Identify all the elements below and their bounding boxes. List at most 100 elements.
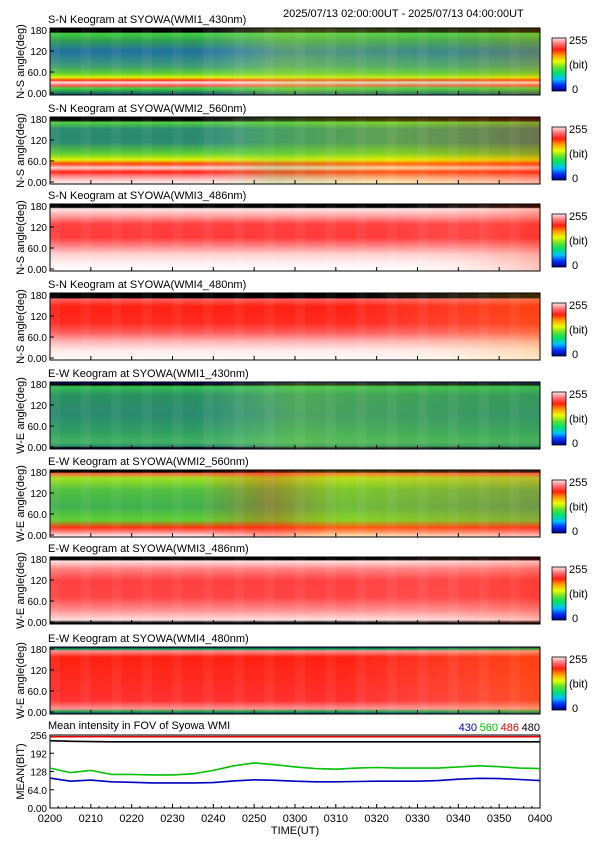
chart-xtick-label: 0400 [528,813,552,825]
keogram-column [264,382,275,449]
colorbar-min-label: 0 [572,173,578,185]
panel-title: E-W Keogram at SYOWA(WMI1_430nm) [48,368,249,380]
colorbar [551,479,567,534]
colorbar [551,391,567,446]
keogram-column [141,117,153,184]
keogram-column [111,470,122,537]
keogram-column [509,28,520,95]
panel-ylabel: W-E angle(deg) [15,465,27,542]
keogram-column [264,470,275,537]
keogram-column [448,470,459,537]
keogram-panel-8 [49,646,567,715]
ytick-label: 0.00 [28,708,48,719]
ytick-label: 120 [30,401,47,412]
keogram-column [325,117,336,184]
ytick-label: 120 [30,576,47,587]
keogram-column [233,647,244,714]
keogram-column [325,557,336,624]
keogram-column [233,382,244,449]
ytick-label: 60.0 [28,157,48,168]
keogram-overlay [50,647,540,714]
keogram-column [417,28,428,95]
keogram-overlay [50,557,540,624]
keogram-column [356,647,367,714]
keogram-column [478,470,489,537]
legend-entry-480: 480 [522,722,540,734]
keogram-column [111,382,122,449]
keogram-panel-5 [49,381,567,450]
panel-title: E-W Keogram at SYOWA(WMI4_480nm) [48,633,249,645]
keogram-column [172,204,183,271]
keogram-overlay [50,117,540,184]
panel-title: S-N Keogram at SYOWA(WMI4_480nm) [48,279,246,291]
keogram-column [295,557,306,624]
keogram-column [417,647,428,714]
keogram-column [478,117,489,184]
keogram-column [233,557,244,624]
panel-ylabel: N-S angle(deg) [15,113,27,188]
keogram-column [111,117,122,184]
colorbar-unit-label: (bit) [569,325,588,337]
ytick-label: 180 [30,380,47,391]
keogram-panel-6 [49,469,567,538]
keogram-column [417,382,428,449]
ytick-label: 180 [30,291,47,302]
keogram-column [325,28,336,95]
ytick-label: 0.00 [28,443,48,454]
keogram-column [141,293,153,360]
keogram-column [233,204,244,271]
colorbar-min-label: 0 [572,438,578,450]
keogram-column [233,293,244,360]
chart-ylabel: MEAN(BIT) [15,743,27,799]
keogram-column [172,557,183,624]
chart-xtick-label: 0350 [487,813,511,825]
chart-frame [49,734,541,809]
series-line-560 [49,762,541,776]
panel-ylabel: W-E angle(deg) [15,377,27,454]
keogram-column [111,28,122,95]
keogram-column [80,382,91,449]
keogram-overlay [50,204,540,271]
colorbar-max-label: 255 [569,477,587,489]
chart-ytick-label: 0.00 [28,804,48,815]
keogram-column [50,382,61,449]
keogram-column [111,557,122,624]
chart-ytick-label: 256 [30,731,47,742]
keogram-column [325,647,336,714]
keogram-column [386,28,398,95]
keogram-panel-4 [49,292,567,361]
keogram-column [295,293,306,360]
colorbar-min-label: 0 [572,613,578,625]
keogram-column [50,28,61,95]
chart-xtick-label: 0220 [119,813,143,825]
colorbar-max-label: 255 [569,35,587,47]
keogram-column [50,470,61,537]
keogram-column [141,382,153,449]
colorbar-unit-label: (bit) [569,679,588,691]
keogram-column [478,204,489,271]
colorbar-max-label: 255 [569,300,587,312]
keogram-column [295,204,306,271]
colorbar-max-label: 255 [569,654,587,666]
keogram-column [264,557,275,624]
keogram-column [509,557,520,624]
panel-ylabel: N-S angle(deg) [15,200,27,275]
keogram-column [386,647,398,714]
panel-ylabel: W-E angle(deg) [15,552,27,629]
chart-xtick-label: 0200 [38,813,62,825]
keogram-column [295,117,306,184]
keogram-panel-3 [49,203,567,272]
ytick-label: 0.00 [28,354,48,365]
keogram-column [386,117,398,184]
keogram-column [386,204,398,271]
ytick-label: 120 [30,666,47,677]
keogram-column [295,470,306,537]
ytick-label: 120 [30,223,47,234]
ytick-label: 180 [30,202,47,213]
chart-xtick-label: 0330 [405,813,429,825]
chart-xtick-label: 0340 [446,813,470,825]
panel-title: E-W Keogram at SYOWA(WMI3_486nm) [48,543,249,555]
keogram-column [50,204,61,271]
keogram-column [478,557,489,624]
